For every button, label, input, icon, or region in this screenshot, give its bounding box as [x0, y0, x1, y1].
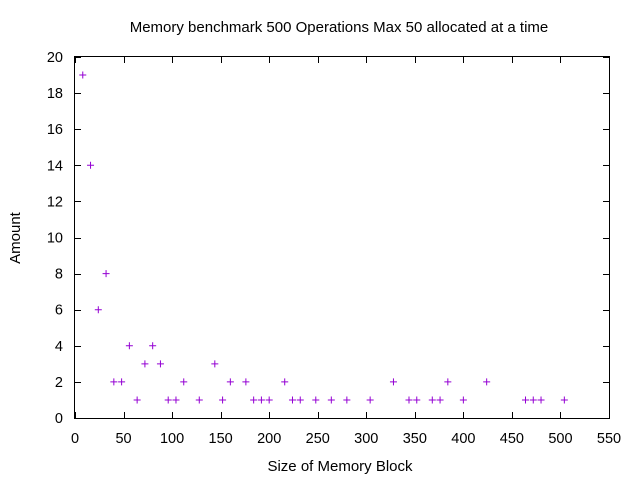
data-point [312, 396, 320, 404]
data-point [133, 396, 141, 404]
y-tick-label: 20 [47, 50, 63, 66]
data-point [343, 396, 351, 404]
x-tick-label: 550 [597, 431, 621, 447]
x-tick-labels: 0 50 100 150 200 250 300 350 400 450 500 550 [71, 431, 621, 447]
x-tick-label: 150 [209, 431, 233, 447]
y-tick-label: 18 [47, 86, 63, 102]
data-point [281, 378, 289, 386]
y-tick-label: 12 [47, 194, 63, 210]
data-point [172, 396, 180, 404]
y-tick-label: 0 [55, 411, 63, 427]
data-point [389, 378, 397, 386]
data-point [164, 396, 172, 404]
data-point [211, 360, 219, 368]
data-point [529, 396, 537, 404]
x-tick-label: 300 [354, 431, 378, 447]
data-point [413, 396, 421, 404]
data-point [296, 396, 304, 404]
y-tick-label: 10 [47, 231, 63, 247]
data-point [444, 378, 452, 386]
data-point [537, 396, 545, 404]
data-point [102, 270, 110, 278]
x-tick-label: 50 [115, 431, 131, 447]
data-point [327, 396, 335, 404]
data-point [156, 360, 164, 368]
data-point [250, 396, 258, 404]
axis-ticks [75, 57, 610, 419]
data-points [79, 71, 568, 404]
data-point [242, 378, 250, 386]
x-tick-label: 0 [71, 431, 79, 447]
x-axis-label: Size of Memory Block [267, 458, 413, 475]
data-point [436, 396, 444, 404]
x-tick-label: 400 [451, 431, 475, 447]
data-point [265, 396, 273, 404]
y-tick-label: 8 [55, 267, 63, 283]
data-point [288, 396, 296, 404]
data-point [110, 378, 118, 386]
data-point [118, 378, 126, 386]
x-tick-label: 450 [500, 431, 524, 447]
y-axis-label: Amount [7, 211, 24, 264]
y-tick-label: 16 [47, 122, 63, 138]
data-point [87, 161, 95, 169]
x-tick-label: 100 [160, 431, 184, 447]
data-point [125, 342, 133, 350]
y-tick-label: 4 [55, 339, 63, 355]
x-tick-label: 250 [306, 431, 330, 447]
data-point [195, 396, 203, 404]
data-point [428, 396, 436, 404]
data-point [219, 396, 227, 404]
chart-title: Memory benchmark 500 Operations Max 50 a… [130, 19, 549, 36]
data-point [180, 378, 188, 386]
data-point [459, 396, 467, 404]
y-tick-label: 6 [55, 303, 63, 319]
data-point [560, 396, 568, 404]
x-tick-label: 350 [403, 431, 427, 447]
x-tick-label: 500 [548, 431, 572, 447]
y-tick-label: 14 [47, 158, 63, 174]
data-point [149, 342, 157, 350]
data-point [79, 71, 87, 79]
data-point [141, 360, 149, 368]
data-point [405, 396, 413, 404]
data-point [483, 378, 491, 386]
data-point [522, 396, 530, 404]
data-point [94, 306, 102, 314]
x-tick-label: 200 [257, 431, 281, 447]
y-tick-labels: 0 2 4 6 8 10 12 14 16 18 20 [47, 50, 63, 427]
data-point [226, 378, 234, 386]
data-point [257, 396, 265, 404]
plot-frame [74, 56, 610, 419]
y-tick-label: 2 [55, 375, 63, 391]
data-point [366, 396, 374, 404]
